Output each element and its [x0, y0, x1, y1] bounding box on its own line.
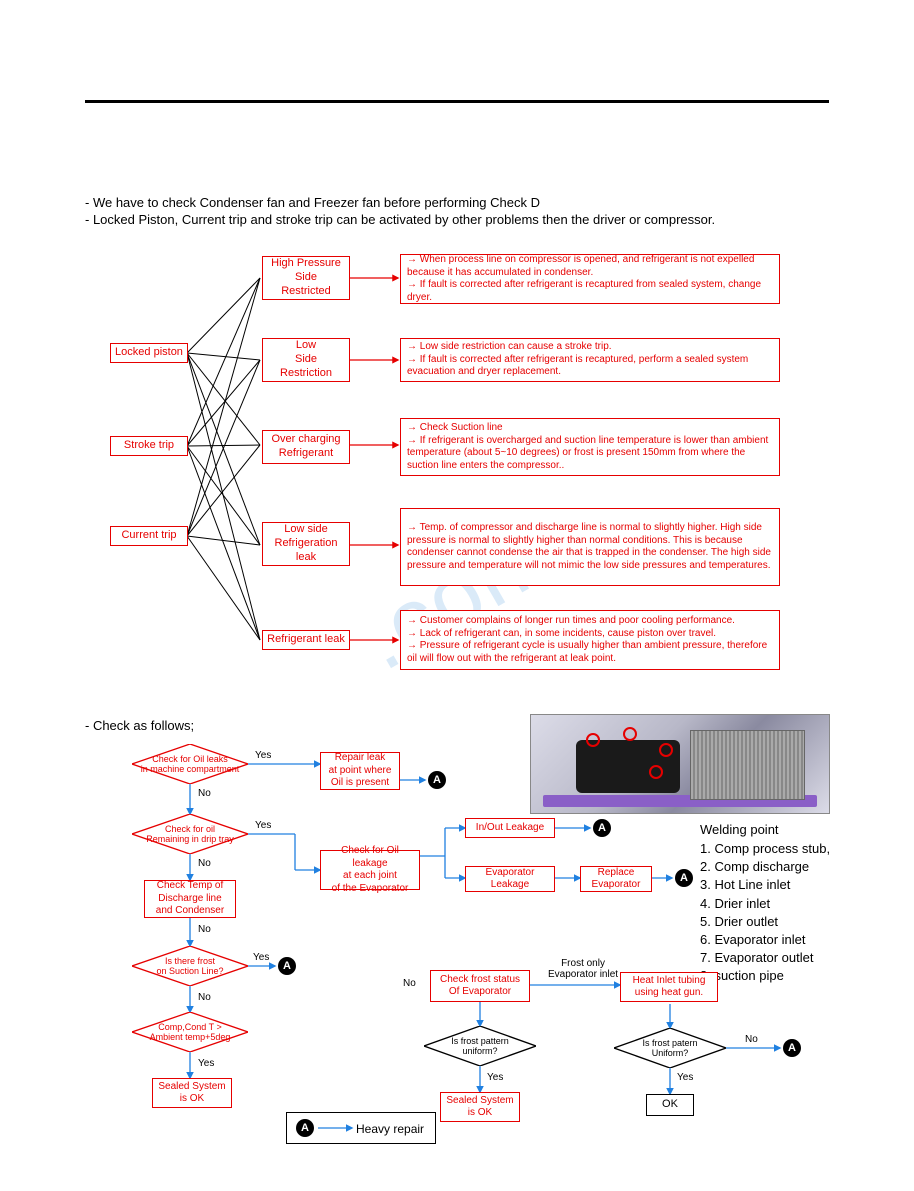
diamond-oil-drip: Check for oil Remaining in drip tray — [132, 814, 248, 854]
box-sealed-ok-2: Sealed System is OK — [440, 1092, 520, 1122]
top-rule — [85, 100, 829, 103]
diamond-frost-uniform-1: Is frost pattern uniform? — [424, 1026, 536, 1066]
welding-item: 6. Evaporator inlet — [700, 931, 830, 949]
node-over: Over charging Refrigerant — [262, 430, 350, 464]
welding-item: 1. Comp process stub, — [700, 840, 830, 858]
welding-list: 1. Comp process stub, 2. Comp discharge … — [700, 840, 830, 986]
bullet-1: - We have to check Condenser fan and Fre… — [85, 195, 540, 210]
box-inout-leakage: In/Out Leakage — [465, 818, 555, 838]
label-yes: Yes — [255, 750, 271, 761]
label-no: No — [403, 978, 416, 989]
a-circle-2: A — [593, 819, 611, 837]
node-hp: High Pressure Side Restricted — [262, 256, 350, 300]
node-refrig-leak: Refrigerant leak — [262, 630, 350, 650]
label-no: No — [198, 924, 211, 935]
node-stroke-trip: Stroke trip — [110, 436, 188, 456]
welding-item: 4. Drier inlet — [700, 895, 830, 913]
box-check-oil-evap: Check for Oil leakage at each joint of t… — [320, 850, 420, 890]
box-check-frost: Check frost status Of Evaporator — [430, 970, 530, 1002]
box-repair-leak: Repair leak at point where Oil is presen… — [320, 752, 400, 790]
welding-title: Welding point — [700, 822, 779, 837]
label-yes: Yes — [487, 1072, 503, 1083]
welding-item: 2. Comp discharge — [700, 858, 830, 876]
box-heat-inlet: Heat Inlet tubing using heat gun. — [620, 972, 718, 1002]
diamond-frost-suction: Is there frost on Suction Line? — [132, 946, 248, 986]
label-frost-only: Frost only Evaporator inlet — [548, 958, 618, 980]
a-circle-3: A — [675, 869, 693, 887]
label-no: No — [745, 1034, 758, 1045]
node-low-side: Low Side Restriction — [262, 338, 350, 382]
compressor-photo — [530, 714, 830, 814]
label-no: No — [198, 788, 211, 799]
welding-item: 3. Hot Line inlet — [700, 876, 830, 894]
page: .com - We have to check Condenser fan an… — [0, 0, 914, 1191]
diamond-frost-uniform-2: Is frost patern Uniform? — [614, 1028, 726, 1068]
a-circle-4: A — [278, 957, 296, 975]
diamond-temp-ambient: Comp,Cond T > Ambient temp+5deg — [132, 1012, 248, 1052]
node-low-refrig: Low side Refrigeration leak — [262, 522, 350, 566]
box-evap-leakage: Evaporator Leakage — [465, 866, 555, 892]
a-circle-5: A — [783, 1039, 801, 1057]
welding-item: 8. suction pipe — [700, 967, 830, 985]
legend-box — [286, 1112, 436, 1144]
a-circle-1: A — [428, 771, 446, 789]
box-check-temp: Check Temp of Discharge line and Condens… — [144, 880, 236, 918]
bullet-2: - Locked Piston, Current trip and stroke… — [85, 212, 715, 227]
desc-hp: → When process line on compressor is ope… — [400, 254, 780, 304]
desc-over: → Check Suction line → If refrigerant is… — [400, 418, 780, 476]
label-no: No — [198, 858, 211, 869]
welding-item: 7. Evaporator outlet — [700, 949, 830, 967]
label-yes: Yes — [255, 820, 271, 831]
box-ok: OK — [646, 1094, 694, 1116]
box-replace-evap: Replace Evaporator — [580, 866, 652, 892]
node-locked-piston: Locked piston — [110, 343, 188, 363]
label-yes: Yes — [198, 1058, 214, 1069]
desc-low-refrig: → Temp. of compressor and discharge line… — [400, 508, 780, 586]
box-sealed-ok-1: Sealed System is OK — [152, 1078, 232, 1108]
desc-low-side: → Low side restriction can cause a strok… — [400, 338, 780, 382]
diamond-oil-leaks: Check for Oil leaks in machine compartme… — [132, 744, 248, 784]
label-no: No — [198, 992, 211, 1003]
label-yes: Yes — [677, 1072, 693, 1083]
label-yes: Yes — [253, 952, 269, 963]
desc-refrig-leak: → Customer complains of longer run times… — [400, 610, 780, 670]
node-current-trip: Current trip — [110, 526, 188, 546]
check-follows: - Check as follows; — [85, 718, 194, 733]
welding-item: 5. Drier outlet — [700, 913, 830, 931]
